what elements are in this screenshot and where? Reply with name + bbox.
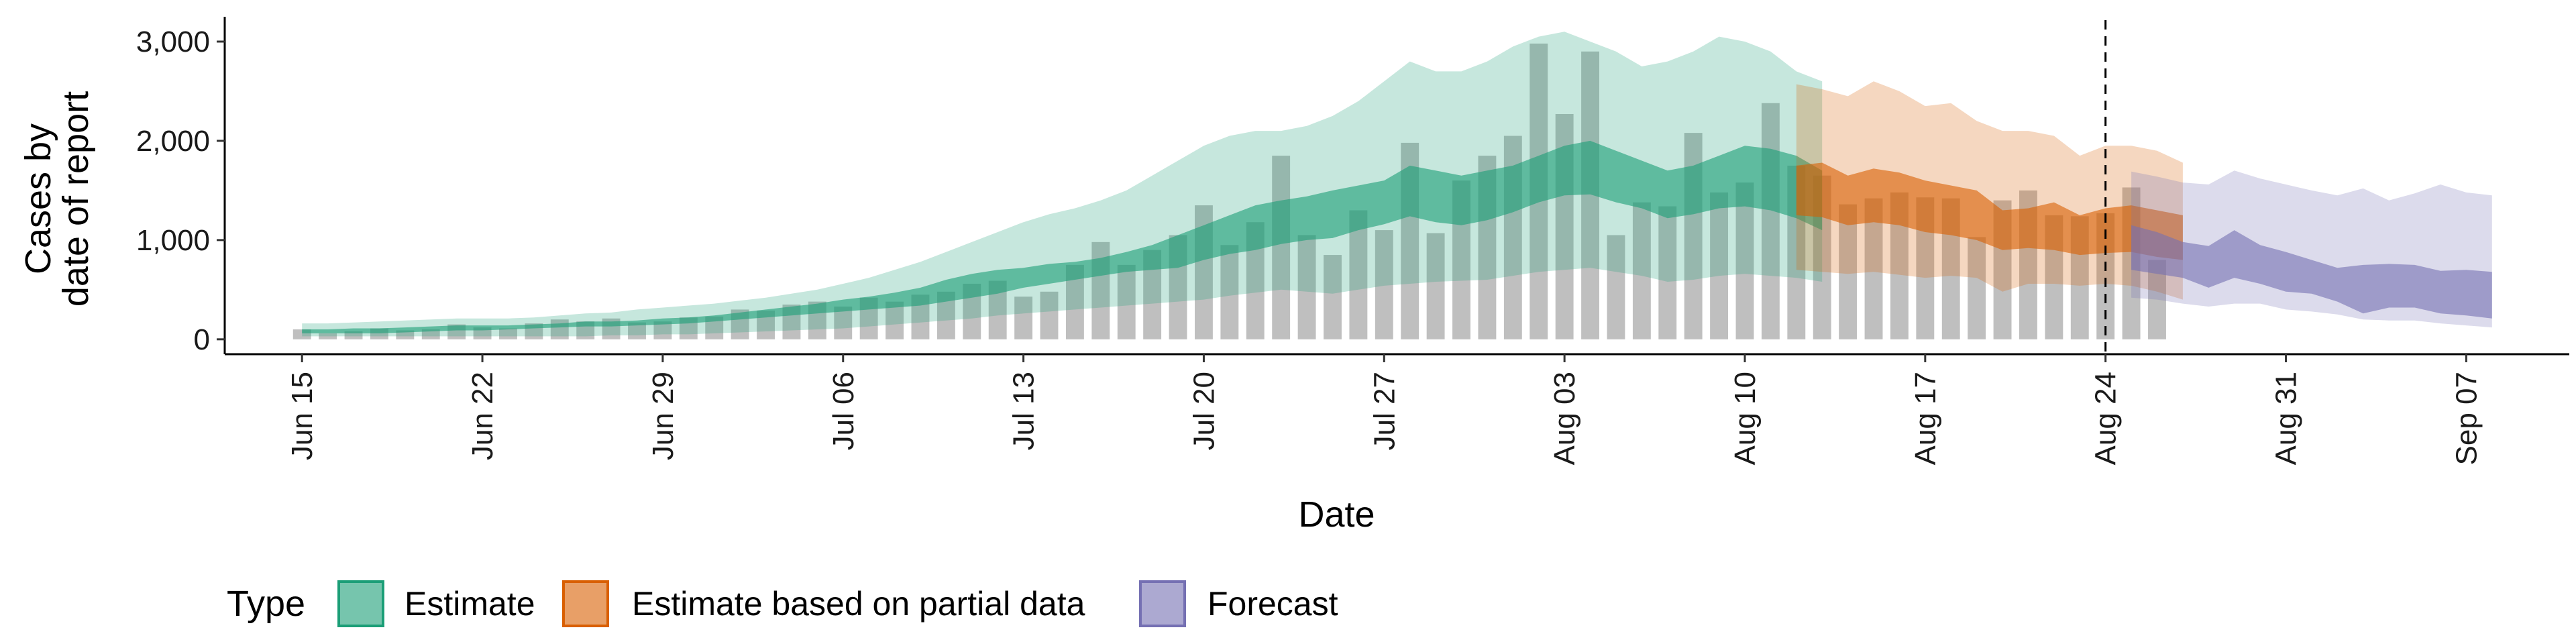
x-tick-label: Jul 06 <box>827 372 860 450</box>
legend-key <box>337 580 384 627</box>
observed-bar <box>1040 291 1059 339</box>
x-tick-label: Sep 07 <box>2450 372 2483 465</box>
x-tick-label: Jul 20 <box>1187 372 1220 450</box>
axes: 0 1,000 2,000 3,000 Jun 15 Jun 22 Jun 29 Jul 06… <box>18 17 2569 535</box>
observed-bar <box>344 331 363 339</box>
legend-key <box>1139 580 1186 627</box>
observed-bar <box>1375 230 1393 339</box>
x-tick-label: Jun 15 <box>286 372 319 460</box>
y-axis-title-line: Cases by <box>18 123 58 274</box>
y-axis-title: Cases bydate of report <box>18 91 96 307</box>
estimate-based-on-partial-data-inner-band <box>1796 162 2183 260</box>
observed-bar <box>1632 202 1651 339</box>
legend: Type Estimate Estimate based on partial da… <box>227 580 1338 627</box>
legend-title: Type <box>227 584 305 624</box>
x-tick-label: Jul 13 <box>1008 372 1040 450</box>
y-tick-label: 0 <box>194 323 210 356</box>
forecast-inner-band <box>2131 225 2492 319</box>
observed-bar <box>550 319 569 339</box>
observed-bar <box>1607 235 1625 339</box>
estimate-inner-band <box>302 140 1823 333</box>
y-tick-label: 1,000 <box>136 224 210 257</box>
observed-bar <box>1658 206 1677 339</box>
observed-bar <box>1220 245 1239 339</box>
observed-bar <box>1710 192 1729 339</box>
legend-label: Estimate <box>405 585 535 623</box>
legend-label: Estimate based on partial data <box>632 585 1085 623</box>
observed-bar <box>396 330 415 339</box>
legend-key <box>562 580 609 627</box>
observed-bar <box>1839 204 1858 339</box>
observed-bar <box>1968 237 1986 339</box>
observed-bar <box>1735 182 1754 339</box>
y-tick-label: 3,000 <box>136 25 210 58</box>
x-tick-label: Jul 27 <box>1368 372 1401 450</box>
estimate-outer-band <box>302 32 1823 337</box>
observed-bar <box>1272 156 1291 339</box>
observed-bar <box>1426 233 1445 339</box>
observed-bar <box>1324 255 1342 339</box>
y-axis-title-line: date of report <box>56 91 96 307</box>
plot-area <box>292 20 2492 354</box>
observed-bar <box>499 328 517 339</box>
observed-bar <box>834 306 853 339</box>
x-tick-label: Aug 10 <box>1729 372 1762 465</box>
x-tick-label: Aug 24 <box>2090 372 2123 465</box>
x-tick-label: Aug 17 <box>1909 372 1942 465</box>
x-tick-label: Aug 31 <box>2270 372 2303 465</box>
observed-bar <box>1761 103 1780 339</box>
observed-bar <box>1014 297 1033 339</box>
observed-bar <box>421 329 440 339</box>
observed-bar <box>1297 235 1316 339</box>
y-tick-label: 2,000 <box>136 125 210 158</box>
x-tick-label: Jun 29 <box>647 372 680 460</box>
observed-bar <box>1117 264 1136 339</box>
observed-bar <box>319 333 337 339</box>
x-tick-label: Jun 22 <box>466 372 499 460</box>
x-axis-title: Date <box>1298 494 1375 535</box>
x-tick-label: Aug 03 <box>1548 372 1581 465</box>
legend-label: Forecast <box>1208 585 1338 623</box>
